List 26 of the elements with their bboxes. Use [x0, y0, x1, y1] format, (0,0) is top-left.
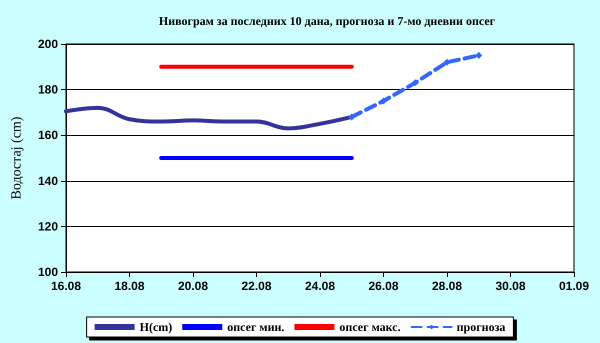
y-tick-label: 140	[38, 174, 58, 188]
point	[444, 58, 450, 66]
y-tick-label: 180	[38, 82, 58, 97]
y-tick-label: 160	[38, 128, 58, 142]
x-tick-label: 24.08	[304, 279, 336, 293]
x-tick-label: 30.08	[495, 279, 526, 293]
x-tick-label: 16.08	[50, 279, 82, 293]
x-tick-label: 01.09	[558, 279, 590, 293]
y-tick-label: 120	[38, 219, 58, 234]
x-tick-label: 28.08	[432, 279, 462, 293]
point	[348, 113, 356, 120]
legend-label: прогноза	[456, 320, 506, 334]
point	[380, 98, 387, 104]
legend-label: опсег мин.	[227, 320, 284, 334]
chart-title: Нивограм за последних 10 дана, прогноза и 7-мо дневни опсег	[158, 14, 496, 28]
x-tick-label: 26.08	[368, 279, 399, 293]
x-tick-label: 20.08	[178, 279, 208, 293]
point	[412, 79, 419, 86]
legend-label: H(cm)	[140, 320, 172, 334]
y-tick-label: 200	[38, 37, 58, 51]
y-axis-title: Водостај (cm)	[10, 116, 24, 200]
x-tick-label: 22.08	[241, 279, 272, 293]
y-tick-label: 100	[38, 265, 58, 279]
x-tick-label: 18.08	[114, 279, 145, 293]
legend-label: опсег макс.	[339, 320, 401, 334]
point	[475, 52, 482, 59]
